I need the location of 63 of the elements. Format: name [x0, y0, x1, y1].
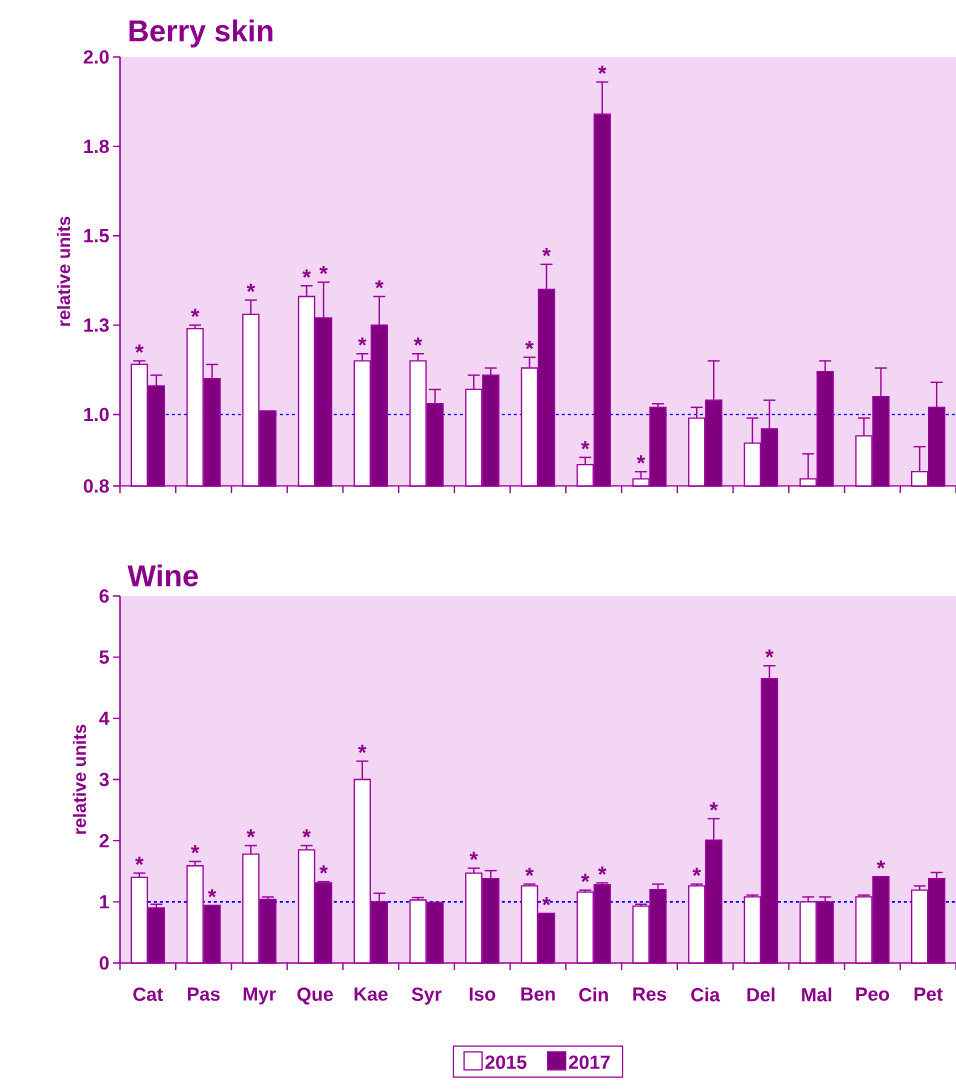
annotation: *	[709, 802, 718, 811]
x-tick-label: Ben	[521, 987, 555, 1001]
annotation: *	[358, 744, 367, 753]
annotation: *	[246, 829, 256, 838]
x-tick-label: Cia	[691, 987, 721, 1002]
y-tick-label: 6	[99, 589, 109, 603]
annotation: *	[598, 65, 607, 74]
y-tick-label: 1	[100, 895, 109, 909]
y-tick-label: 0	[99, 956, 109, 970]
y-tick-label: 1.0	[84, 407, 109, 422]
y-axis-title: relative units	[72, 724, 87, 834]
y-tick-label: 3	[99, 772, 109, 787]
annotation: *	[692, 867, 701, 876]
annotation: *	[302, 829, 311, 838]
y-tick-label: 5	[99, 650, 109, 664]
annotation: *	[542, 248, 551, 257]
y-tick-label: 1.5	[84, 229, 109, 243]
x-tick-label: Syr	[411, 987, 442, 1005]
annotation: *	[765, 649, 774, 658]
legend-label: 2015	[485, 1055, 527, 1069]
chart-title: Wine	[127, 564, 198, 587]
legend-label: 2017	[568, 1055, 610, 1069]
annotation: *	[469, 851, 479, 861]
annotation: *	[581, 441, 590, 450]
annotation: *	[581, 873, 590, 883]
y-axis-title: relative units	[56, 216, 71, 326]
annotation: *	[246, 283, 256, 292]
x-tick-label: Cin	[579, 987, 608, 1002]
x-tick-label: Del	[747, 987, 775, 1002]
x-tick-label: Myr	[243, 987, 276, 1005]
x-tick-label: Iso	[469, 987, 496, 1001]
y-tick-label: 1.8	[84, 139, 109, 154]
annotation: *	[319, 265, 328, 275]
annotation: *	[413, 337, 423, 346]
annotation: *	[135, 344, 144, 353]
annotation: *	[598, 866, 607, 875]
annotation: *	[319, 865, 328, 874]
x-tick-label: Pet	[914, 987, 943, 1001]
annotation: *	[207, 889, 217, 898]
x-tick-label: Kae	[354, 987, 388, 1001]
x-tick-label: Que	[297, 987, 333, 1005]
annotation: *	[636, 455, 646, 464]
x-tick-label: Pas	[187, 987, 220, 1001]
annotation: *	[876, 860, 886, 869]
chart-title: Berry skin	[129, 19, 273, 48]
y-tick-label: 2.0	[83, 50, 109, 64]
annotation: *	[302, 269, 311, 278]
y-tick-label: 4	[99, 711, 110, 725]
annotation: *	[190, 308, 200, 317]
annotation: *	[525, 340, 534, 350]
y-tick-label: 1.3	[84, 318, 109, 332]
x-tick-label: Mal	[802, 987, 832, 1002]
y-tick-label: 0.8	[83, 479, 109, 493]
annotation: *	[542, 897, 551, 906]
x-tick-label: Res	[633, 987, 667, 1001]
annotation: *	[375, 280, 384, 289]
annotation: *	[525, 867, 534, 876]
annotation: *	[190, 845, 200, 854]
x-tick-label: Peo	[856, 987, 890, 1001]
x-tick-label: Cat	[133, 987, 163, 1001]
annotation: *	[135, 856, 144, 865]
y-tick-label: 2	[99, 834, 109, 848]
annotation: *	[358, 337, 367, 346]
